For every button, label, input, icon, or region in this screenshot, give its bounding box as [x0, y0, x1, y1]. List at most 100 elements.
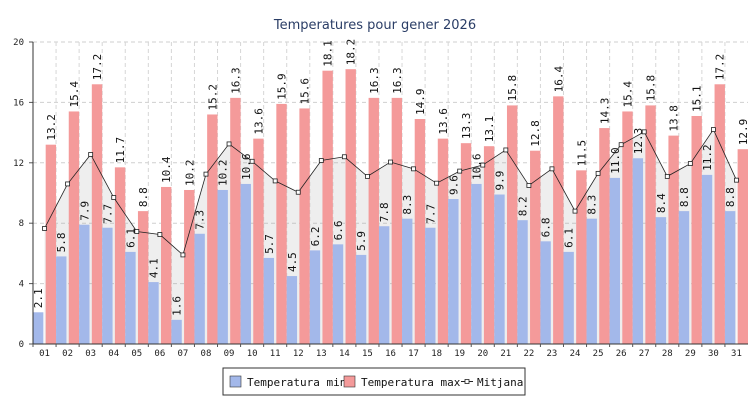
bar-max [207, 114, 218, 344]
bar-max [68, 111, 80, 345]
value-label-min: 8.2 [517, 196, 530, 216]
bar-max [414, 119, 426, 344]
average-point [134, 229, 140, 234]
bar-max [553, 96, 564, 344]
x-tick-label: 07 [177, 349, 188, 359]
average-point [641, 129, 647, 135]
x-tick-label: 31 [731, 349, 742, 359]
bar-max [576, 170, 587, 344]
x-tick-label: 17 [408, 349, 419, 359]
value-label-max: 13.1 [483, 116, 496, 143]
value-label-max: 14.3 [598, 98, 611, 125]
value-label-min: 7.7 [101, 204, 114, 224]
bar-min [79, 224, 90, 344]
bar-max [91, 84, 103, 344]
x-tick-label: 12 [293, 349, 304, 359]
value-label-min: 9.9 [493, 171, 506, 191]
value-label-max: 12.8 [529, 120, 542, 147]
value-label-min: 7.3 [194, 210, 207, 230]
value-label-max: 10.2 [183, 159, 196, 186]
bar-max [506, 105, 518, 344]
value-label-max: 15.2 [206, 84, 219, 111]
bar-min [517, 220, 528, 344]
bar-max [345, 69, 356, 345]
average-point [157, 232, 163, 237]
value-label-min: 10.2 [217, 159, 230, 186]
bar-max [714, 84, 725, 344]
bar-max [599, 128, 610, 344]
bar-min [148, 282, 159, 344]
value-label-max: 16.3 [368, 67, 381, 94]
x-tick-label: 01 [39, 349, 50, 359]
value-label-min: 6.1 [563, 228, 576, 248]
value-label-max: 15.4 [621, 81, 634, 108]
x-tick-label: 13 [316, 349, 327, 359]
bar-min [655, 217, 667, 344]
y-tick-label: 16 [13, 98, 24, 108]
bar-max [184, 189, 195, 344]
y-tick-label: 12 [13, 159, 24, 169]
average-point [226, 141, 232, 147]
value-label-min: 7.8 [378, 202, 391, 222]
average-point [272, 178, 278, 184]
average-point [365, 173, 370, 179]
value-label-max: 12.9 [737, 119, 750, 146]
bar-min [33, 312, 44, 344]
value-label-max: 18.1 [322, 40, 335, 67]
x-tick-label: 26 [616, 349, 627, 359]
value-label-min: 6.6 [332, 220, 345, 240]
value-label-min: 9.6 [447, 175, 460, 195]
value-label-min: 7.9 [78, 201, 91, 221]
bar-min [724, 211, 736, 344]
value-label-max: 17.2 [91, 54, 104, 81]
value-label-min: 2.1 [32, 288, 45, 308]
value-label-max: 14.9 [414, 89, 427, 116]
value-label-min: 8.3 [401, 195, 414, 215]
value-label-max: 13.2 [45, 114, 58, 141]
y-tick-label: 20 [13, 38, 24, 48]
x-tick-label: 29 [685, 349, 696, 359]
value-label-max: 15.6 [299, 78, 312, 105]
x-tick-label: 03 [85, 349, 96, 359]
x-tick-label: 20 [477, 349, 488, 359]
bar-min [402, 218, 413, 344]
bar-min [678, 211, 690, 344]
x-tick-label: 27 [639, 349, 650, 359]
value-label-min: 5.9 [355, 231, 368, 251]
bar-max [161, 186, 172, 344]
bar-max [368, 97, 379, 345]
bar-min [563, 251, 574, 344]
average-point [341, 154, 347, 160]
bar-min [701, 174, 713, 344]
value-label-min: 8.8 [678, 187, 691, 207]
legend-label-min: Temperatura min [247, 376, 346, 389]
average-point [318, 158, 324, 163]
x-tick-label: 11 [270, 349, 281, 359]
x-tick-label: 04 [108, 349, 119, 359]
bar-min [586, 218, 597, 344]
bar-max [460, 143, 472, 344]
value-label-min: 7.7 [424, 204, 437, 224]
value-label-min: 5.7 [263, 234, 276, 254]
x-tick-label: 24 [570, 349, 581, 359]
average-point [503, 147, 509, 153]
value-label-max: 15.8 [645, 75, 658, 102]
average-point [434, 180, 440, 186]
bar-min [125, 251, 136, 344]
bar-max [137, 211, 149, 344]
value-label-min: 5.8 [55, 233, 68, 253]
chart-title: Temperatures pour gener 2026 [273, 18, 476, 33]
average-point [249, 158, 255, 164]
legend-box [222, 367, 526, 396]
value-label-max: 13.8 [668, 105, 681, 132]
value-label-max: 16.4 [552, 65, 565, 92]
value-label-min: 11.0 [609, 147, 622, 174]
bar-min [102, 227, 113, 344]
value-label-min: 6.8 [540, 217, 553, 237]
bar-min [355, 254, 367, 344]
value-label-min: 8.3 [586, 195, 599, 215]
x-tick-label: 28 [662, 349, 673, 359]
average-point [687, 161, 693, 166]
bar-min [471, 183, 482, 344]
